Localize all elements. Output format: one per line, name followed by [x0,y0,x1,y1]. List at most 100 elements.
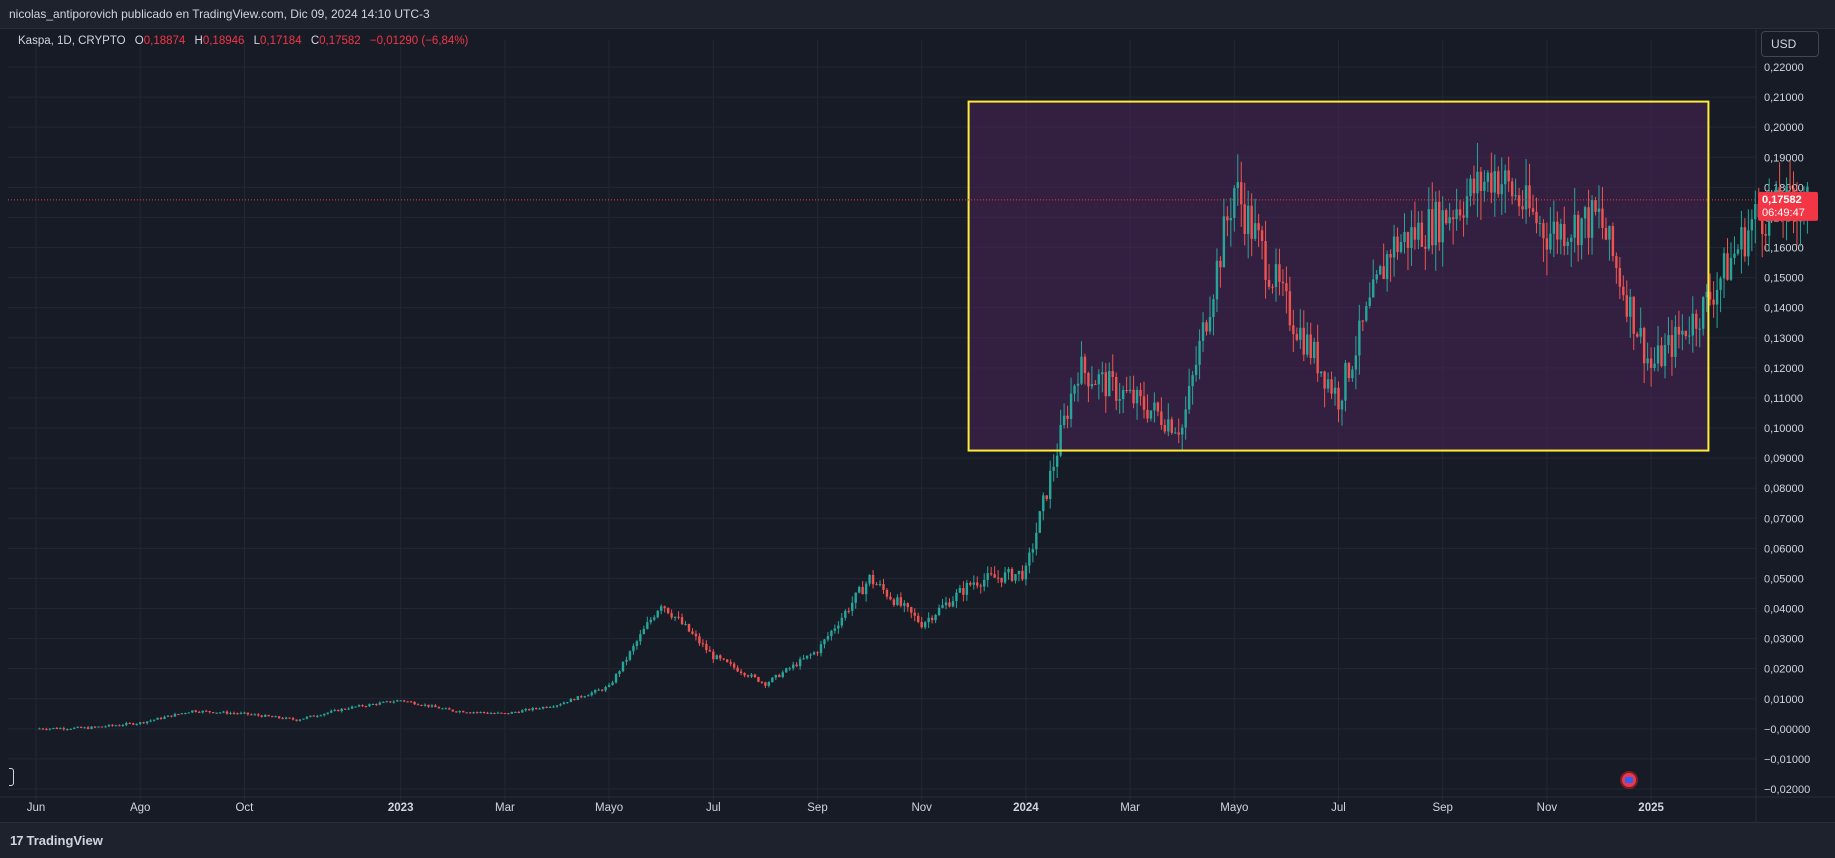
x-tick-label: Sep [1432,802,1452,814]
y-tick-label: 0,21000 [1764,92,1804,104]
candle-body [76,726,79,728]
candle-body [705,643,708,651]
candle-body [1712,299,1715,305]
candle-body [1604,227,1608,240]
candle-body [1615,256,1618,268]
candle-body [819,644,823,654]
candle-body [649,619,652,623]
candle-body [548,706,552,708]
range-rectangle-border [967,100,1710,452]
candle-body [1524,185,1528,210]
candle-body [458,711,461,713]
candle-body [673,616,677,618]
y-tick-label: 0,03000 [1764,634,1804,646]
candle-body [1295,334,1299,340]
candle-body [816,652,819,654]
candle-body [371,704,375,706]
candle-body [1556,221,1559,240]
candle-body [1497,171,1500,195]
candle-body [687,624,691,632]
candle-body [666,607,670,614]
candle-body [1038,511,1041,533]
candle-body [1622,286,1625,296]
symbol-label[interactable]: Kaspa, 1D, CRYPTO [18,35,126,47]
candle-body [402,700,406,702]
candle-body [427,704,430,707]
candle-body [1670,335,1674,357]
currency-button[interactable]: USD [1761,31,1819,57]
candle-body [378,702,382,705]
candle-body [1271,286,1274,288]
candle-body [1639,328,1642,337]
candle-body [903,603,906,606]
candle-body [1702,297,1705,329]
candle-body [642,628,646,635]
candle-body [1444,210,1448,224]
candle-body [441,708,444,710]
candle-body [698,636,701,644]
candle-body [309,715,312,717]
collapse-handle[interactable] [9,768,14,786]
candle-body [1055,455,1059,467]
candle-body [1455,209,1458,220]
candle-body [1490,172,1493,193]
candle-body [976,582,979,586]
candle-body [1573,214,1576,238]
candle-body [375,704,378,706]
candle-body [1267,279,1271,287]
candle-body [333,709,336,711]
candle-body [528,709,531,711]
candle-body [1542,223,1545,239]
close-value: 0,17582 [319,35,361,47]
candle-body [1257,223,1260,231]
candle-body [326,712,329,714]
candle-body [1427,209,1431,249]
candle-body [305,716,309,719]
candle-body [927,617,930,623]
candle-body [1069,393,1073,419]
y-tick-label: 0,05000 [1764,573,1804,585]
candle-body [1438,201,1441,243]
candle-body [517,711,520,713]
candle-body [128,723,131,725]
candle-body [1754,204,1757,220]
x-tick-label: Mar [495,802,515,814]
candle-body [1695,313,1698,329]
candle-body [73,727,76,729]
candle-body [1319,371,1323,374]
candle-body [1181,427,1184,435]
candle-body [184,713,187,715]
candle-body [232,712,236,714]
candle-body [1035,532,1038,550]
candle-body [892,599,896,605]
candle-body [962,588,965,595]
candle-body [1156,402,1160,412]
candle-body [854,592,857,603]
x-tick-label: Nov [911,802,932,814]
candle-body [1486,172,1490,182]
symbol-legend: Kaspa, 1D, CRYPTO O0,18874 H0,18946 L0,1… [18,35,468,47]
candle-body [486,712,489,714]
candle-body [236,713,239,715]
candle-body [1160,411,1163,425]
candle-body [965,582,969,595]
candle-body [246,712,250,715]
candle-body [791,664,795,669]
candle-body [600,689,604,691]
candle-body [951,601,955,607]
tradingview-logo[interactable]: 17 TradingView [10,833,103,848]
candle-body [1500,184,1503,195]
candle-body [389,701,392,703]
candle-body [746,675,750,677]
us-flag-event-icon[interactable] [1620,771,1638,789]
x-tick-label: Ago [130,802,150,814]
y-tick-label: 0,20000 [1764,122,1804,134]
candle-body [785,668,788,673]
candle-body [1663,345,1667,367]
candle-body [1691,313,1694,336]
candle-body [1684,330,1688,337]
candle-body [1479,171,1483,191]
candle-body [725,659,729,663]
y-tick-label: 0,10000 [1764,423,1804,435]
